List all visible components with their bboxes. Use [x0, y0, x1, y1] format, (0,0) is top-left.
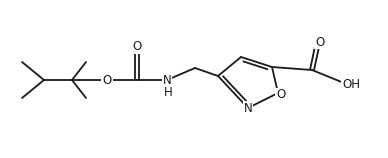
Text: O: O	[315, 36, 325, 49]
Text: H: H	[164, 86, 172, 100]
Text: O: O	[102, 73, 112, 86]
Text: N: N	[163, 73, 171, 86]
Text: O: O	[132, 40, 142, 54]
Text: N: N	[244, 101, 252, 115]
Text: O: O	[276, 88, 286, 101]
Text: OH: OH	[342, 78, 360, 91]
